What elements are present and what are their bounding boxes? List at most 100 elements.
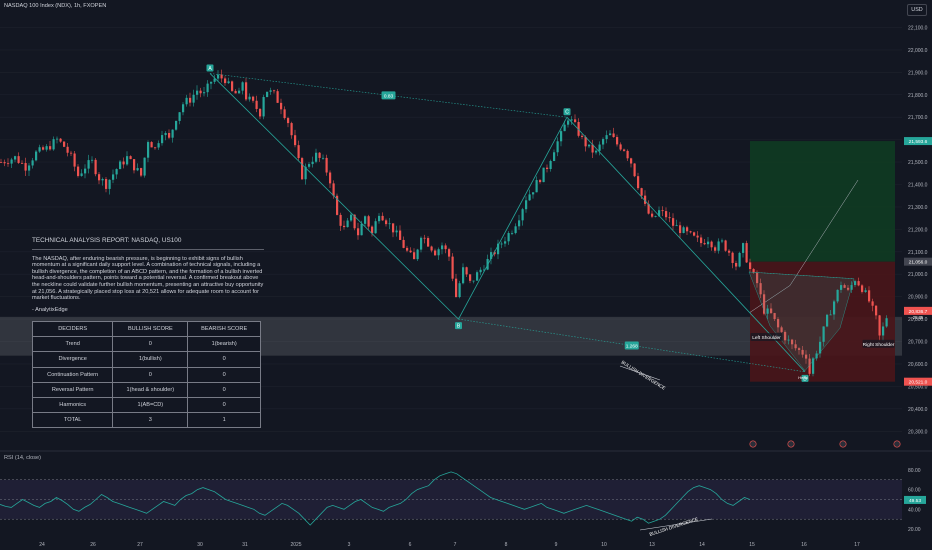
candle-body <box>833 301 836 315</box>
table-cell: 0 <box>187 381 261 398</box>
candle-body <box>686 227 689 232</box>
time-axis-label: 10 <box>601 542 607 548</box>
candle-body <box>108 179 111 189</box>
candle-body <box>735 262 738 267</box>
time-axis-label: 30 <box>197 542 203 548</box>
candle-body <box>385 220 388 225</box>
candle-body <box>766 308 769 314</box>
table-cell: 0 <box>187 366 261 383</box>
candle-body <box>276 91 279 103</box>
economic-event-icon <box>893 440 901 448</box>
table-cell: Reversal Pattern <box>31 381 114 398</box>
candle-body <box>364 216 367 224</box>
candle-body <box>21 162 24 164</box>
price-tick-label: 21,500.0 <box>908 160 928 166</box>
candle-body <box>409 250 412 253</box>
candle-body <box>777 319 780 328</box>
time-axis-label: 27 <box>137 542 143 548</box>
candle-body <box>91 159 94 161</box>
table-cell: 1(bearish) <box>187 336 261 353</box>
candle-body <box>10 159 13 164</box>
candle-body <box>38 147 41 152</box>
candle-body <box>199 90 202 94</box>
candle-body <box>164 132 167 136</box>
time-axis-label: 2025 <box>290 542 301 548</box>
candle-body <box>182 104 185 113</box>
time-axis-label: 3 <box>348 542 351 548</box>
currency-button[interactable]: USD <box>907 4 927 16</box>
candle-body <box>584 136 587 147</box>
candle-body <box>441 245 444 250</box>
rsi-last-label: 49.53 <box>909 498 921 504</box>
candle-body <box>672 218 675 226</box>
stop-zone <box>750 261 895 382</box>
candle-body <box>318 152 321 158</box>
economic-event-icon <box>787 440 795 448</box>
rsi-tick-label: 40.00 <box>908 507 921 513</box>
rsi-title: RSI (14, close) <box>4 455 41 461</box>
candle-body <box>640 188 643 196</box>
candle-body <box>710 241 713 248</box>
time-axis-label: 17 <box>854 542 860 548</box>
candle-body <box>878 315 881 336</box>
candle-body <box>448 249 451 257</box>
candle-body <box>476 272 479 281</box>
candle-body <box>220 74 223 79</box>
candle-body <box>154 147 157 149</box>
candle-body <box>808 358 811 374</box>
table-cell: 0 <box>112 336 189 353</box>
candle-body <box>192 94 195 103</box>
candle-body <box>854 281 857 286</box>
table-row: TOTAL 3 1 <box>31 412 261 429</box>
candle-body <box>521 209 524 221</box>
time-axis-label: 24 <box>39 542 45 548</box>
candle-body <box>248 96 251 100</box>
candle-body <box>588 144 591 147</box>
annotation-badge <box>750 333 783 342</box>
candle-body <box>420 237 423 250</box>
candle-body <box>101 179 104 181</box>
candle-body <box>430 246 433 251</box>
candle-body <box>738 252 741 267</box>
candle-body <box>581 135 584 137</box>
candle-body <box>707 241 710 245</box>
candle-body <box>668 217 671 219</box>
candle-body <box>444 245 447 250</box>
time-axis-label: 16 <box>801 542 807 548</box>
candle-body <box>658 210 661 217</box>
pattern-point-label: B <box>457 324 461 330</box>
candle-body <box>623 149 626 151</box>
candle-body <box>273 90 276 92</box>
candle-body <box>500 243 503 245</box>
candle-body <box>749 262 752 270</box>
candle-body <box>563 124 566 132</box>
candle-body <box>255 100 258 109</box>
candle-body <box>185 97 188 105</box>
candle-body <box>374 221 377 234</box>
candle-body <box>52 139 55 150</box>
score-table: DECIDERS BULLISH SCORE BEARISH SCORE Tre… <box>31 320 261 429</box>
candle-body <box>721 240 724 242</box>
candle-body <box>514 226 517 234</box>
symbol-title: NASDAQ 100 Index (NDX), 1h, FXOPEN <box>4 3 107 9</box>
candle-body <box>619 144 622 150</box>
candle-body <box>595 150 598 153</box>
candle-body <box>591 144 594 153</box>
price-tick-label: 21,900.0 <box>908 70 928 76</box>
candle-body <box>868 290 871 302</box>
candle-body <box>283 109 286 119</box>
candle-body <box>35 151 38 161</box>
candle-body <box>479 269 482 273</box>
candle-body <box>24 163 27 171</box>
candle-body <box>115 169 118 175</box>
divergence-label: BULLISH DIVERGENCE <box>620 360 666 391</box>
candle-body <box>717 241 720 251</box>
candle-body <box>507 233 510 242</box>
candle-body <box>616 137 619 145</box>
candle-body <box>434 250 437 256</box>
candle-body <box>861 285 864 292</box>
candle-body <box>574 119 577 122</box>
candle-body <box>388 223 391 225</box>
candle-body <box>570 119 573 121</box>
candle-body <box>269 90 272 92</box>
